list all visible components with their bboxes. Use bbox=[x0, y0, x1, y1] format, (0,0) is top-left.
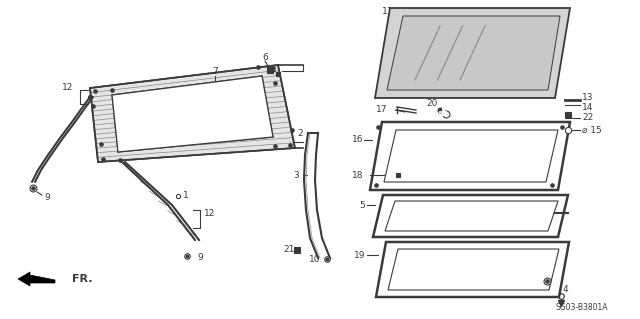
Text: 21: 21 bbox=[284, 246, 294, 255]
Text: 22: 22 bbox=[582, 114, 593, 122]
Text: 18: 18 bbox=[351, 170, 363, 180]
Polygon shape bbox=[387, 16, 560, 90]
Text: 4: 4 bbox=[562, 286, 568, 294]
Text: 19: 19 bbox=[353, 250, 365, 259]
Text: SG03-B3801A: SG03-B3801A bbox=[556, 303, 608, 313]
Text: 12: 12 bbox=[204, 209, 216, 218]
Text: 9: 9 bbox=[44, 192, 50, 202]
Text: 20: 20 bbox=[426, 99, 438, 108]
Text: ⌀ 15: ⌀ 15 bbox=[582, 125, 602, 135]
Polygon shape bbox=[18, 272, 55, 286]
Text: 11: 11 bbox=[382, 8, 394, 17]
Text: 7: 7 bbox=[212, 68, 218, 77]
Polygon shape bbox=[112, 76, 273, 152]
Text: 14: 14 bbox=[582, 102, 593, 112]
Polygon shape bbox=[90, 65, 295, 162]
Polygon shape bbox=[375, 8, 570, 98]
Text: 10: 10 bbox=[309, 255, 321, 263]
Polygon shape bbox=[385, 201, 558, 231]
Text: 16: 16 bbox=[351, 136, 363, 145]
Text: 5: 5 bbox=[359, 201, 365, 210]
Text: 17: 17 bbox=[376, 106, 388, 115]
Polygon shape bbox=[384, 130, 558, 182]
Text: 3: 3 bbox=[293, 170, 299, 180]
Text: 1: 1 bbox=[183, 190, 189, 199]
Text: 2: 2 bbox=[297, 129, 303, 137]
Text: 6: 6 bbox=[262, 53, 268, 62]
Text: 12: 12 bbox=[62, 83, 74, 92]
Text: 9: 9 bbox=[197, 253, 203, 262]
Text: 13: 13 bbox=[582, 93, 593, 102]
Text: 8: 8 bbox=[532, 280, 538, 290]
Text: FR.: FR. bbox=[72, 274, 93, 284]
Polygon shape bbox=[388, 249, 559, 290]
